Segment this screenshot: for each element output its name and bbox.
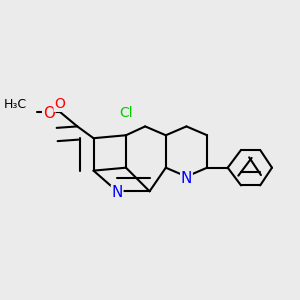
Text: O: O [43,106,55,121]
Text: N: N [181,170,192,185]
Text: O: O [54,97,65,111]
Text: Cl: Cl [119,106,133,120]
Text: H₃C: H₃C [4,98,27,111]
Text: N: N [111,185,123,200]
